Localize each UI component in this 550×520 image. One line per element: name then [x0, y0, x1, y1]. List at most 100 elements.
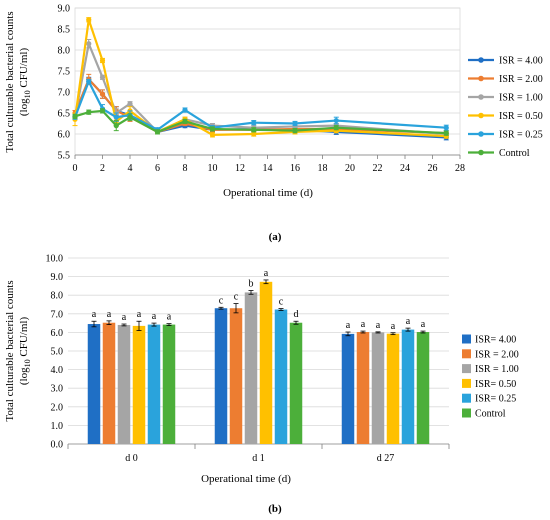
- y-tick-label: 1.0: [51, 421, 64, 432]
- legend-swatch: [462, 393, 471, 403]
- bar: [274, 309, 288, 444]
- data-point: [292, 120, 298, 127]
- y-tick-label: 9.0: [51, 272, 64, 283]
- gridlines: [68, 257, 449, 426]
- y-tick-label: 6.0: [51, 328, 64, 339]
- x-tick-label: 16: [290, 163, 300, 174]
- x-tick-label: 18: [318, 163, 328, 174]
- x-tick-label: 22: [373, 163, 383, 174]
- legend-marker: [478, 75, 484, 82]
- data-point: [209, 126, 216, 132]
- legend-marker: [478, 131, 484, 137]
- legend-swatch: [462, 408, 471, 418]
- data-point: [209, 132, 216, 138]
- data-point: [86, 17, 92, 23]
- axes: 5.56.06.57.07.58.08.59.00 2 4 6 8 10 12 14 16 18 2…: [58, 4, 466, 175]
- data-point: [72, 113, 78, 119]
- legend-marker: [478, 149, 484, 156]
- bar-chart-panel: 0.0 1.0 2.0 3.0 4.0 5.0 6.0 7.0 8.0 9.0 10.0 d 0 d 1…: [4, 254, 519, 516]
- bar: [117, 324, 131, 444]
- legend-swatch: [462, 364, 471, 374]
- bar: [386, 333, 400, 444]
- line-chart-panel: 5.56.06.57.07.58.08.59.00 2 4 6 8 10 12 14 16 18 2…: [4, 4, 543, 244]
- legend-label: Control: [499, 148, 530, 159]
- series-line: [72, 78, 449, 133]
- y-tick-label: 0.0: [51, 440, 64, 451]
- data-point: [99, 91, 106, 97]
- bar: [401, 329, 415, 444]
- data-point: [113, 123, 119, 129]
- series-group: [72, 17, 449, 141]
- bar: [132, 325, 146, 444]
- data-point: [182, 118, 188, 124]
- legend-marker: [478, 94, 484, 100]
- significance-letter: a: [406, 316, 411, 327]
- x-tick-label: d 0: [125, 453, 138, 464]
- y-tick-label: 9.0: [58, 4, 71, 15]
- bar: [162, 324, 176, 444]
- y-axis-label-line1: Total culturable bacterial counts: [4, 280, 16, 421]
- y-tick-label: 3.0: [51, 384, 64, 395]
- y-tick-label: 5.0: [51, 347, 64, 358]
- data-point: [86, 78, 92, 85]
- y-axis-label-line1: Total culturable bacterial counts: [4, 11, 16, 152]
- significance-letter: c: [279, 297, 284, 308]
- bar: [289, 322, 303, 444]
- significance-letter: a: [264, 268, 269, 279]
- significance-letter: a: [391, 321, 396, 332]
- significance-letter: c: [234, 292, 239, 303]
- y-tick-label: 7.5: [58, 67, 71, 78]
- data-point: [99, 108, 106, 114]
- y-tick-label: 8.5: [58, 25, 71, 36]
- x-tick-label: 4: [128, 163, 133, 174]
- bar: [259, 281, 273, 444]
- x-tick-label: 26: [428, 163, 438, 174]
- x-tick-label: d 27: [377, 453, 395, 464]
- data-point: [333, 117, 339, 124]
- legend-label: ISR= 0.50: [475, 379, 516, 390]
- data-point: [127, 101, 133, 107]
- panel-label: (b): [268, 503, 282, 515]
- significance-letter: a: [92, 309, 97, 320]
- legend-marker: [478, 57, 484, 63]
- x-tick-label: 28: [455, 163, 465, 174]
- data-point: [113, 114, 119, 120]
- y-tick-label: 7.0: [51, 309, 64, 320]
- data-point: [127, 114, 133, 120]
- x-tick-label: 24: [400, 163, 410, 174]
- bar: [341, 333, 355, 444]
- legend-label: ISR= 0.25: [475, 394, 516, 405]
- x-tick-label: 8: [183, 163, 188, 174]
- significance-letter: b: [249, 279, 254, 290]
- bar: [416, 332, 430, 444]
- bar: [356, 332, 370, 444]
- legend-swatch: [462, 349, 471, 359]
- bar: [102, 322, 116, 444]
- bar: [214, 308, 228, 444]
- significance-letter: a: [137, 309, 142, 320]
- legend-label: ISR = 0.25: [499, 130, 543, 141]
- data-point: [251, 131, 257, 137]
- data-point: [86, 41, 92, 47]
- data-point: [292, 128, 298, 134]
- significance-letter: a: [361, 319, 366, 330]
- legend-swatch: [462, 334, 471, 344]
- x-tick-label: 20: [345, 163, 355, 174]
- significance-letter: a: [167, 312, 172, 323]
- data-point: [251, 127, 257, 133]
- x-tick-label: d 1: [252, 453, 265, 464]
- x-axis-label: Operational time (d): [201, 473, 291, 485]
- bar: [244, 292, 258, 444]
- x-tick-label: 10: [208, 163, 218, 174]
- significance-letter: a: [346, 320, 351, 331]
- y-tick-label: 2.0: [51, 402, 64, 413]
- data-point: [86, 109, 92, 115]
- data-point: [443, 130, 449, 136]
- significance-letter: a: [122, 312, 127, 323]
- legend-label: ISR = 2.00: [499, 74, 543, 85]
- legend: ISR = 4.00 ISR = 2.00 ISR = 1.00 ISR = 0.50…: [468, 56, 543, 159]
- legend-label: ISR = 0.50: [499, 111, 543, 122]
- y-tick-label: 8.0: [58, 46, 71, 57]
